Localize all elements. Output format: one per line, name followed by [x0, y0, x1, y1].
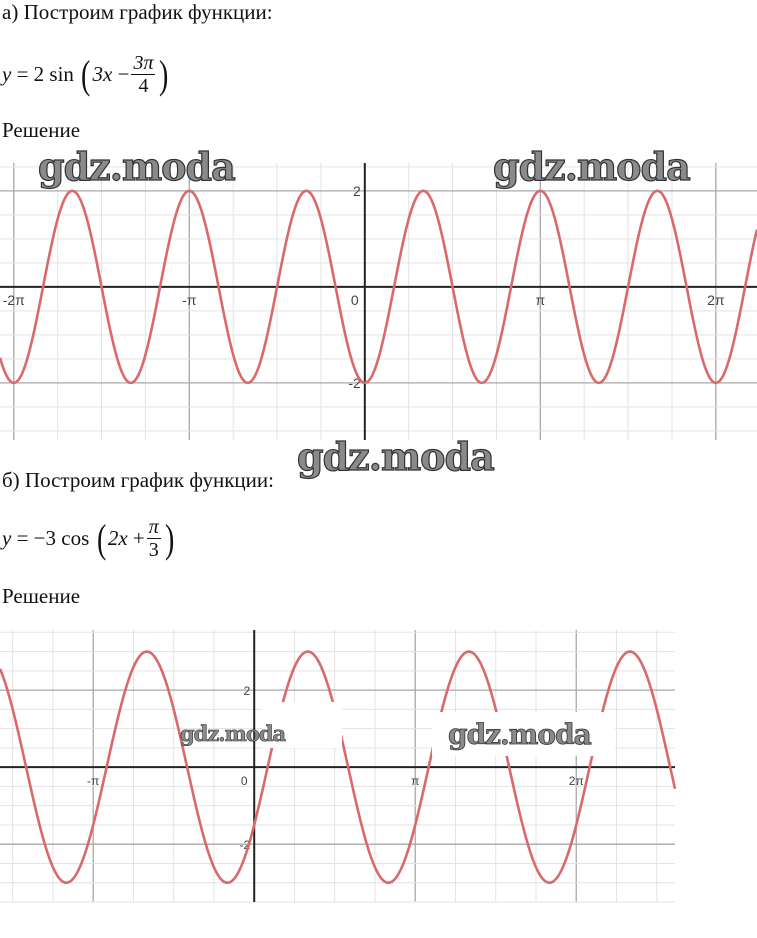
paren-close: ) [159, 51, 169, 97]
x-tick-label: 0 [241, 774, 248, 788]
formula-op: − [117, 62, 130, 86]
x-tick-label: -π [87, 774, 99, 788]
formula-op: + [132, 526, 145, 550]
y-tick-label: -2 [240, 838, 251, 852]
formula-fraction: 3π 4 [131, 52, 156, 97]
graph-b: -π 0 π 2π 2 -2 [0, 630, 677, 903]
formula-eq: = [16, 62, 29, 86]
formula-lhs: y [2, 62, 12, 86]
y-tick-label: 2 [353, 183, 361, 199]
part-a-heading: а) Построим график функции: [2, 0, 273, 24]
watermark: gdz.moda [448, 718, 593, 752]
paren-open: ( [81, 51, 91, 97]
formula-fn: sin [49, 62, 74, 86]
x-tick-label: π [411, 774, 419, 788]
paren-close: ) [164, 515, 175, 561]
y-tick-label: 2 [244, 684, 251, 698]
formula-inner: 2x [107, 526, 128, 550]
part-a-formula: y = 2 sin ( 3x − 3π 4 ) [2, 52, 171, 97]
watermark: gdz.moda [180, 721, 287, 747]
part-b-solution-label: Решение [2, 584, 81, 608]
x-tick-label: 0 [351, 292, 359, 308]
x-tick-label: 2π [707, 292, 725, 308]
formula-inner: 3x [92, 62, 113, 86]
formula-fn: cos [61, 526, 90, 550]
y-tick-label: -2 [348, 375, 361, 391]
watermark-background [262, 702, 342, 748]
x-tick-label: π [535, 292, 545, 308]
watermark: gdz.moda [296, 433, 495, 479]
x-tick-label: -2π [3, 292, 25, 308]
formula-eq: = [16, 526, 29, 550]
watermark: gdz.moda [492, 143, 691, 189]
graph-a: -2π -π 0 π 2π 2 -2 [0, 163, 757, 440]
x-tick-label: -π [182, 292, 197, 308]
part-a-solution-label: Решение [2, 118, 81, 142]
formula-coef: −3 [33, 526, 57, 550]
paren-open: ( [96, 515, 106, 561]
fraction-denominator: 4 [138, 75, 149, 97]
formula-coef: 2 [33, 62, 45, 86]
fraction-numerator: π [146, 516, 161, 539]
fraction-numerator: 3π [131, 52, 156, 75]
function-curve [0, 189, 757, 385]
watermark: gdz.moda [37, 143, 236, 189]
formula-lhs: y [2, 526, 12, 550]
part-b-heading: б) Построим график функции: [2, 468, 274, 492]
fraction-denominator: 3 [148, 539, 159, 561]
x-tick-label: 2π [569, 774, 584, 788]
watermark-background [432, 712, 615, 756]
